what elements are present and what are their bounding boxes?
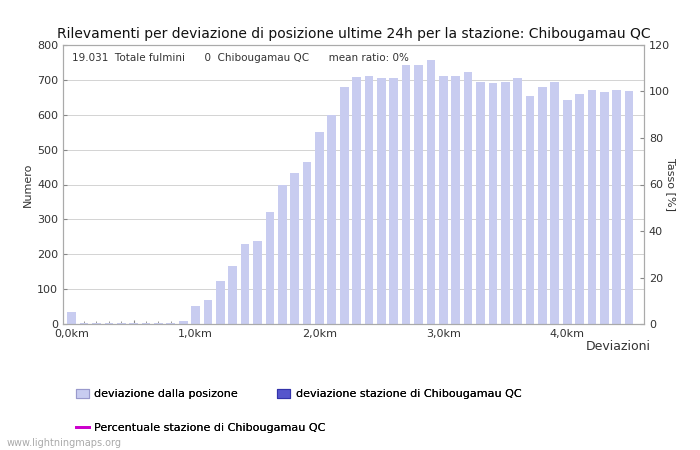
Bar — [526, 95, 534, 324]
Bar — [612, 90, 621, 324]
Text: www.lightningmaps.org: www.lightningmaps.org — [7, 438, 122, 448]
Bar — [377, 78, 386, 324]
Bar — [625, 91, 634, 324]
Bar — [513, 78, 522, 324]
Bar — [117, 323, 125, 324]
Bar — [67, 312, 76, 324]
Bar — [452, 76, 460, 324]
Bar — [104, 323, 113, 324]
Bar — [130, 323, 138, 324]
Title: Rilevamenti per deviazione di posizione ultime 24h per la stazione: Chibougamau : Rilevamenti per deviazione di posizione … — [57, 27, 650, 41]
Bar — [600, 92, 609, 324]
Bar — [501, 82, 510, 324]
Bar — [141, 323, 150, 324]
Bar — [587, 90, 596, 324]
Bar — [191, 306, 200, 324]
Bar — [290, 173, 299, 324]
Bar — [80, 323, 88, 324]
Bar — [550, 81, 559, 324]
Bar — [426, 60, 435, 324]
Bar — [464, 72, 473, 324]
Y-axis label: Tasso [%]: Tasso [%] — [666, 158, 675, 211]
Bar — [352, 77, 361, 324]
Bar — [340, 87, 349, 324]
Bar — [315, 132, 324, 324]
Bar — [241, 244, 249, 324]
Bar — [253, 241, 262, 324]
Bar — [476, 81, 485, 324]
Legend: deviazione dalla posizone, deviazione stazione di Chibougamau QC: deviazione dalla posizone, deviazione st… — [76, 389, 522, 400]
Bar — [265, 212, 274, 324]
Text: Deviazioni: Deviazioni — [586, 340, 651, 353]
Bar — [302, 162, 312, 324]
Bar — [92, 323, 101, 324]
Bar — [439, 76, 447, 324]
Bar — [178, 320, 188, 324]
Bar — [216, 281, 225, 324]
Text: 19.031  Totale fulmini      0  Chibougamau QC      mean ratio: 0%: 19.031 Totale fulmini 0 Chibougamau QC m… — [71, 54, 409, 63]
Bar — [575, 94, 584, 324]
Bar — [167, 323, 175, 324]
Bar — [414, 65, 423, 324]
Bar — [154, 323, 162, 324]
Bar — [228, 266, 237, 324]
Bar — [278, 184, 286, 324]
Y-axis label: Numero: Numero — [23, 162, 33, 207]
Bar — [365, 76, 373, 324]
Bar — [563, 100, 571, 324]
Bar — [328, 116, 336, 324]
Legend: Percentuale stazione di Chibougamau QC: Percentuale stazione di Chibougamau QC — [76, 423, 326, 433]
Bar — [489, 83, 497, 324]
Bar — [402, 65, 410, 324]
Bar — [389, 78, 398, 324]
Bar — [538, 87, 547, 324]
Bar — [204, 300, 212, 324]
